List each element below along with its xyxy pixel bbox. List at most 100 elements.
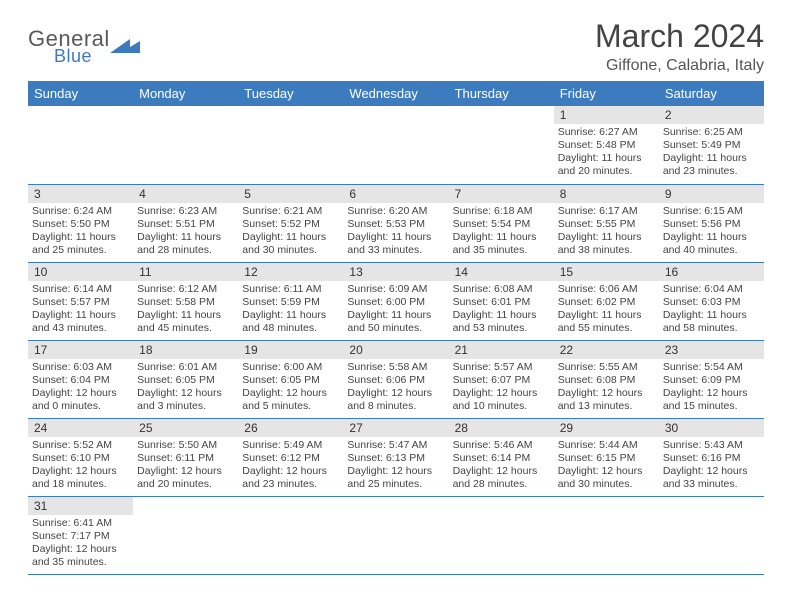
calendar-row: 31Sunrise: 6:41 AMSunset: 7:17 PMDayligh… <box>28 496 764 574</box>
sunset-line: Sunset: 6:05 PM <box>242 374 339 387</box>
sunset-line: Sunset: 5:50 PM <box>32 218 129 231</box>
calendar-body: 1Sunrise: 6:27 AMSunset: 5:48 PMDaylight… <box>28 106 764 574</box>
calendar-row: 17Sunrise: 6:03 AMSunset: 6:04 PMDayligh… <box>28 340 764 418</box>
sunrise-line: Sunrise: 5:49 AM <box>242 439 339 452</box>
sunset-line: Sunset: 5:52 PM <box>242 218 339 231</box>
sunset-line: Sunset: 6:05 PM <box>137 374 234 387</box>
sunrise-line: Sunrise: 5:58 AM <box>347 361 444 374</box>
title-block: March 2024 Giffone, Calabria, Italy <box>595 18 764 75</box>
daylight-line: Daylight: 11 hours and 35 minutes. <box>453 231 550 257</box>
calendar-cell: 22Sunrise: 5:55 AMSunset: 6:08 PMDayligh… <box>554 340 659 418</box>
sunrise-line: Sunrise: 5:52 AM <box>32 439 129 452</box>
page-title: March 2024 <box>595 18 764 55</box>
calendar-cell: 10Sunrise: 6:14 AMSunset: 5:57 PMDayligh… <box>28 262 133 340</box>
sunset-line: Sunset: 6:12 PM <box>242 452 339 465</box>
sunset-line: Sunset: 6:11 PM <box>137 452 234 465</box>
calendar-cell: 20 Sunrise: 5:58 AMSunset: 6:06 PMDayligh… <box>343 340 448 418</box>
daylight-line: Daylight: 12 hours and 0 minutes. <box>32 387 129 413</box>
daylight-line: Daylight: 11 hours and 53 minutes. <box>453 309 550 335</box>
sunrise-line: Sunrise: 6:12 AM <box>137 283 234 296</box>
sunset-line: Sunset: 6:02 PM <box>558 296 655 309</box>
calendar-cell: 19Sunrise: 6:00 AMSunset: 6:05 PMDayligh… <box>238 340 343 418</box>
daylight-line: Daylight: 11 hours and 38 minutes. <box>558 231 655 257</box>
day-details: Sunrise: 5:55 AMSunset: 6:08 PMDaylight:… <box>554 359 659 418</box>
sunrise-line: Sunrise: 6:14 AM <box>32 283 129 296</box>
calendar-cell: 28Sunrise: 5:46 AMSunset: 6:14 PMDayligh… <box>449 418 554 496</box>
sunset-line: Sunset: 5:59 PM <box>242 296 339 309</box>
day-number: 18 <box>133 341 238 359</box>
daylight-line: Daylight: 11 hours and 25 minutes. <box>32 231 129 257</box>
daylight-line: Daylight: 11 hours and 55 minutes. <box>558 309 655 335</box>
day-details: Sunrise: 6:15 AMSunset: 5:56 PMDaylight:… <box>659 203 764 262</box>
calendar-cell: 3Sunrise: 6:24 AMSunset: 5:50 PMDaylight… <box>28 184 133 262</box>
day-number: 17 <box>28 341 133 359</box>
sunset-line: Sunset: 5:54 PM <box>453 218 550 231</box>
sunrise-line: Sunrise: 6:41 AM <box>32 517 129 530</box>
weekday-header: Thursday <box>449 81 554 106</box>
calendar-cell: 23Sunrise: 5:54 AMSunset: 6:09 PMDayligh… <box>659 340 764 418</box>
daylight-line: Daylight: 12 hours and 8 minutes. <box>347 387 444 413</box>
day-details: Sunrise: 5:47 AMSunset: 6:13 PMDaylight:… <box>343 437 448 496</box>
day-details: Sunrise: 5:49 AMSunset: 6:12 PMDaylight:… <box>238 437 343 496</box>
sunset-line: Sunset: 6:07 PM <box>453 374 550 387</box>
day-details: Sunrise: 6:03 AMSunset: 6:04 PMDaylight:… <box>28 359 133 418</box>
weekday-header: Saturday <box>659 81 764 106</box>
sunrise-line: Sunrise: 5:46 AM <box>453 439 550 452</box>
calendar-cell: 30Sunrise: 5:43 AMSunset: 6:16 PMDayligh… <box>659 418 764 496</box>
calendar-cell: 13Sunrise: 6:09 AMSunset: 6:00 PMDayligh… <box>343 262 448 340</box>
calendar-cell: 1Sunrise: 6:27 AMSunset: 5:48 PMDaylight… <box>554 106 659 184</box>
daylight-line: Daylight: 12 hours and 23 minutes. <box>242 465 339 491</box>
day-details: Sunrise: 6:25 AMSunset: 5:49 PMDaylight:… <box>659 124 764 183</box>
calendar-cell: 9Sunrise: 6:15 AMSunset: 5:56 PMDaylight… <box>659 184 764 262</box>
daylight-line: Daylight: 12 hours and 5 minutes. <box>242 387 339 413</box>
calendar-cell: 12Sunrise: 6:11 AMSunset: 5:59 PMDayligh… <box>238 262 343 340</box>
sunrise-line: Sunrise: 6:27 AM <box>558 126 655 139</box>
day-number: 7 <box>449 185 554 203</box>
sunset-line: Sunset: 6:09 PM <box>663 374 760 387</box>
sunset-line: Sunset: 6:13 PM <box>347 452 444 465</box>
day-details: Sunrise: 5:57 AMSunset: 6:07 PMDaylight:… <box>449 359 554 418</box>
calendar-cell <box>133 106 238 184</box>
sunrise-line: Sunrise: 6:03 AM <box>32 361 129 374</box>
day-details: Sunrise: 6:14 AMSunset: 5:57 PMDaylight:… <box>28 281 133 340</box>
daylight-line: Daylight: 12 hours and 35 minutes. <box>32 543 129 569</box>
sunset-line: Sunset: 6:06 PM <box>347 374 444 387</box>
sunrise-line: Sunrise: 5:50 AM <box>137 439 234 452</box>
day-number: 10 <box>28 263 133 281</box>
day-details: Sunrise: 6:00 AMSunset: 6:05 PMDaylight:… <box>238 359 343 418</box>
day-details: Sunrise: 6:21 AMSunset: 5:52 PMDaylight:… <box>238 203 343 262</box>
daylight-line: Daylight: 11 hours and 20 minutes. <box>558 152 655 178</box>
calendar-cell: 4Sunrise: 6:23 AMSunset: 5:51 PMDaylight… <box>133 184 238 262</box>
flag-icon <box>110 35 140 59</box>
sunset-line: Sunset: 6:01 PM <box>453 296 550 309</box>
day-number: 2 <box>659 106 764 124</box>
sunrise-line: Sunrise: 6:06 AM <box>558 283 655 296</box>
day-number: 16 <box>659 263 764 281</box>
calendar-row: 1Sunrise: 6:27 AMSunset: 5:48 PMDaylight… <box>28 106 764 184</box>
sunset-line: Sunset: 5:53 PM <box>347 218 444 231</box>
day-details: Sunrise: 6:11 AMSunset: 5:59 PMDaylight:… <box>238 281 343 340</box>
day-number: 4 <box>133 185 238 203</box>
calendar-cell: 8Sunrise: 6:17 AMSunset: 5:55 PMDaylight… <box>554 184 659 262</box>
calendar-cell <box>449 496 554 574</box>
calendar-cell: 6Sunrise: 6:20 AMSunset: 5:53 PMDaylight… <box>343 184 448 262</box>
weekday-header: Wednesday <box>343 81 448 106</box>
calendar-cell: 11Sunrise: 6:12 AMSunset: 5:58 PMDayligh… <box>133 262 238 340</box>
daylight-line: Daylight: 11 hours and 40 minutes. <box>663 231 760 257</box>
day-details: Sunrise: 6:20 AMSunset: 5:53 PMDaylight:… <box>343 203 448 262</box>
day-number: 31 <box>28 497 133 515</box>
day-number: 20 <box>343 341 448 359</box>
sunset-line: Sunset: 5:57 PM <box>32 296 129 309</box>
calendar-cell: 16Sunrise: 6:04 AMSunset: 6:03 PMDayligh… <box>659 262 764 340</box>
sunset-line: Sunset: 5:56 PM <box>663 218 760 231</box>
sunrise-line: Sunrise: 6:11 AM <box>242 283 339 296</box>
day-number: 19 <box>238 341 343 359</box>
calendar-cell <box>238 106 343 184</box>
day-number: 14 <box>449 263 554 281</box>
daylight-line: Daylight: 11 hours and 48 minutes. <box>242 309 339 335</box>
sunset-line: Sunset: 5:58 PM <box>137 296 234 309</box>
day-number: 24 <box>28 419 133 437</box>
sunrise-line: Sunrise: 6:23 AM <box>137 205 234 218</box>
calendar-cell: 29Sunrise: 5:44 AMSunset: 6:15 PMDayligh… <box>554 418 659 496</box>
day-number: 23 <box>659 341 764 359</box>
